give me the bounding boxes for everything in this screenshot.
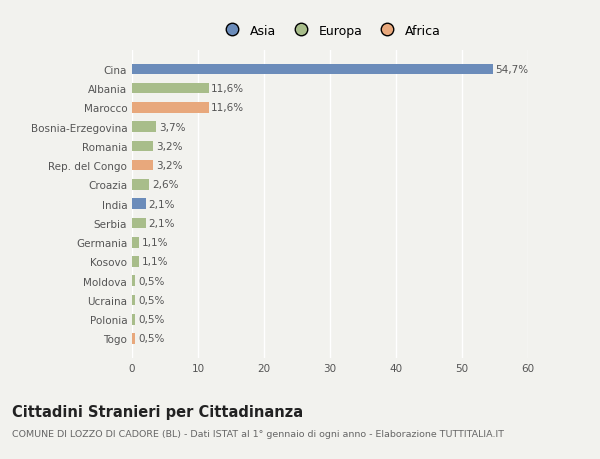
Bar: [132, 103, 209, 113]
Text: 11,6%: 11,6%: [211, 84, 244, 94]
Text: Cittadini Stranieri per Cittadinanza: Cittadini Stranieri per Cittadinanza: [12, 404, 303, 419]
Bar: [132, 295, 136, 306]
Bar: [132, 218, 146, 229]
Bar: [132, 161, 153, 171]
Text: COMUNE DI LOZZO DI CADORE (BL) - Dati ISTAT al 1° gennaio di ogni anno - Elabora: COMUNE DI LOZZO DI CADORE (BL) - Dati IS…: [12, 429, 504, 438]
Bar: [132, 314, 136, 325]
Text: 3,2%: 3,2%: [156, 161, 182, 171]
Text: 54,7%: 54,7%: [496, 65, 529, 75]
Bar: [132, 276, 136, 286]
Text: 1,1%: 1,1%: [142, 257, 169, 267]
Bar: [132, 237, 139, 248]
Text: 3,7%: 3,7%: [159, 123, 185, 132]
Text: 1,1%: 1,1%: [142, 238, 169, 248]
Bar: [132, 64, 493, 75]
Bar: [132, 334, 136, 344]
Legend: Asia, Europa, Africa: Asia, Europa, Africa: [215, 20, 445, 43]
Text: 0,5%: 0,5%: [138, 295, 164, 305]
Bar: [132, 180, 149, 190]
Text: 2,6%: 2,6%: [152, 180, 178, 190]
Text: 2,1%: 2,1%: [149, 218, 175, 229]
Text: 0,5%: 0,5%: [138, 334, 164, 344]
Text: 0,5%: 0,5%: [138, 276, 164, 286]
Bar: [132, 199, 146, 210]
Text: 3,2%: 3,2%: [156, 142, 182, 151]
Bar: [132, 84, 209, 94]
Text: 0,5%: 0,5%: [138, 314, 164, 325]
Text: 2,1%: 2,1%: [149, 199, 175, 209]
Bar: [132, 141, 153, 152]
Bar: [132, 257, 139, 267]
Bar: [132, 122, 157, 133]
Text: 11,6%: 11,6%: [211, 103, 244, 113]
